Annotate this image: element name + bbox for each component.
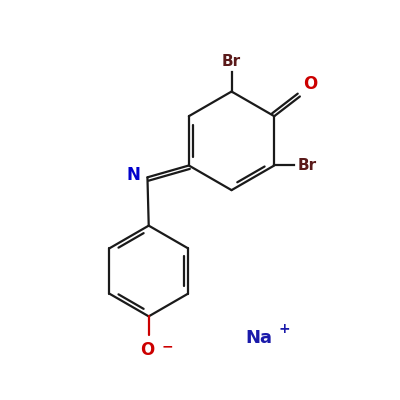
Text: −: − bbox=[161, 339, 173, 353]
Text: Na: Na bbox=[246, 329, 273, 347]
Text: O: O bbox=[303, 75, 317, 93]
Text: Br: Br bbox=[297, 158, 316, 173]
Text: O: O bbox=[140, 341, 154, 359]
Text: +: + bbox=[279, 322, 291, 336]
Text: N: N bbox=[126, 166, 140, 184]
Text: Br: Br bbox=[222, 54, 241, 69]
